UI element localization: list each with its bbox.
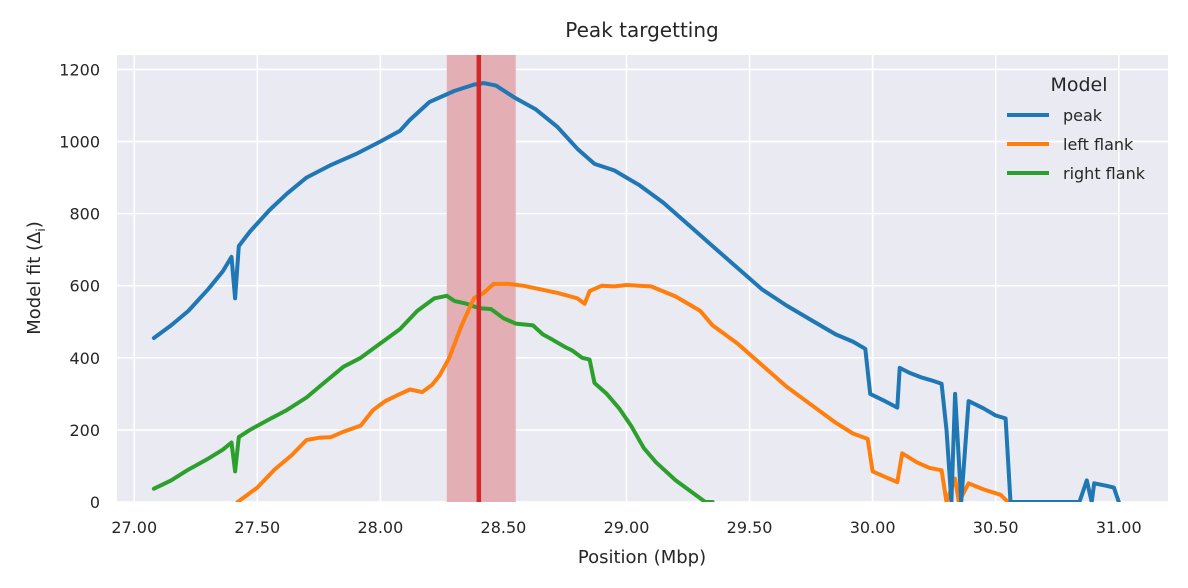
y-tick-label: 400 <box>69 349 100 368</box>
legend-title: Model <box>1050 74 1107 96</box>
y-axis-label: Model fit (Δi) <box>24 221 48 335</box>
series-line-right-flank <box>151 293 715 502</box>
legend-label: peak <box>1063 106 1103 125</box>
chart-title: Peak targetting <box>565 18 718 42</box>
y-axis-label-close: ) <box>24 221 45 228</box>
x-tick-label: 27.50 <box>234 518 280 537</box>
y-tick-label: 800 <box>69 205 100 224</box>
x-tick-label: 27.00 <box>111 518 157 537</box>
y-tick-label: 200 <box>69 421 100 440</box>
y-axis-label-subscript: i <box>34 228 48 231</box>
legend-label: right flank <box>1063 164 1146 183</box>
x-tick-label: 31.00 <box>1096 518 1142 537</box>
x-tick-label: 28.50 <box>481 518 527 537</box>
highlight-band-layer <box>446 55 516 502</box>
legend-items: peak left flank right flank <box>1007 106 1146 183</box>
x-tick-label: 29.00 <box>604 518 650 537</box>
series-line-left-flank <box>235 281 1010 502</box>
y-tick-labels: 0 200 400 600 800 1000 1200 <box>59 60 100 512</box>
y-tick-label: 0 <box>90 493 100 512</box>
x-tick-labels: 27.00 27.50 28.00 28.50 29.00 29.50 30.00 30.50… <box>111 518 1141 537</box>
legend-label: left flank <box>1063 135 1134 154</box>
y-tick-label: 1000 <box>59 133 100 152</box>
x-tick-label: 30.50 <box>973 518 1019 537</box>
y-axis-label-main: Model fit (Δ <box>24 231 45 335</box>
legend: Model peak left flank right flank <box>1007 74 1146 183</box>
series-line-peak <box>151 81 1121 502</box>
x-tick-label: 29.50 <box>727 518 773 537</box>
x-tick-label: 28.00 <box>357 518 403 537</box>
y-tick-label: 1200 <box>59 60 100 79</box>
y-tick-label: 600 <box>69 277 100 296</box>
series-layer <box>151 81 1121 502</box>
x-tick-label: 30.00 <box>850 518 896 537</box>
plot-background <box>117 55 1168 502</box>
x-axis-label: Position (Mbp) <box>578 547 706 568</box>
highlight-band <box>446 55 516 502</box>
